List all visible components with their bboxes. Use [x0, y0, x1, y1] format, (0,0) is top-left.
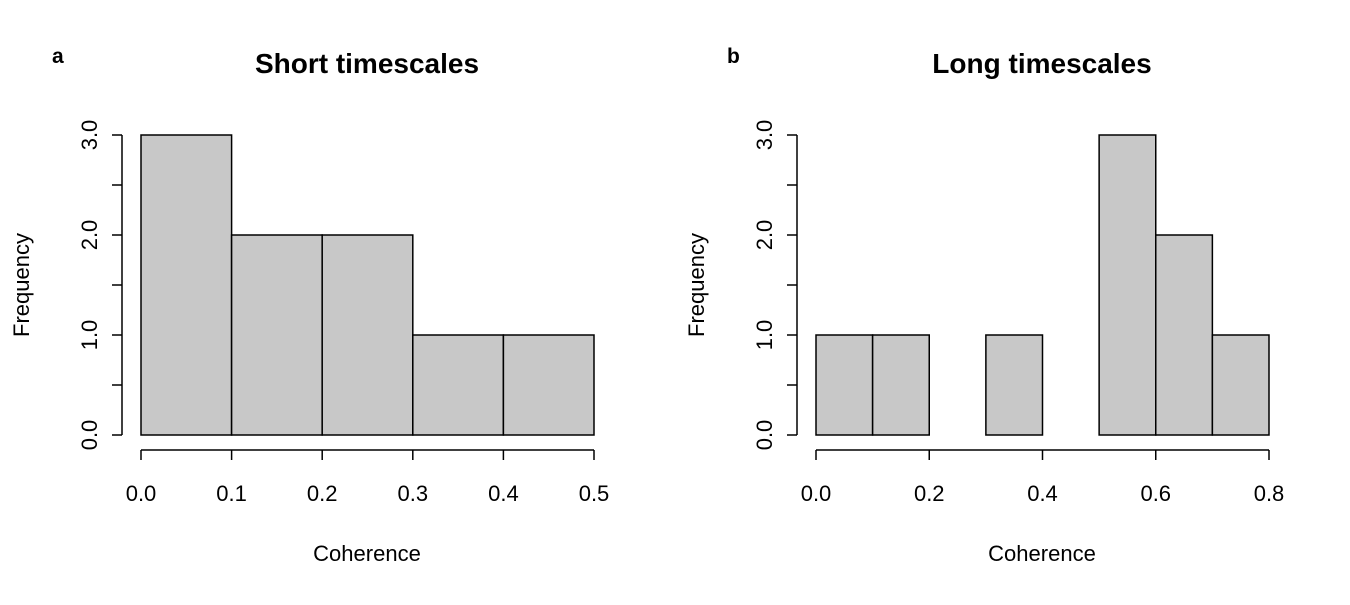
- y-tick-label: 1.0: [752, 320, 777, 351]
- histogram-bar: [140, 134, 233, 436]
- chart-title: Short timescales: [255, 48, 479, 79]
- x-tick-label: 0.2: [914, 481, 945, 506]
- histogram-bar: [1211, 334, 1270, 436]
- y-tick-label: 2.0: [77, 220, 102, 251]
- y-axis-label: Frequency: [684, 233, 709, 337]
- histogram-bar: [1098, 134, 1157, 436]
- panel-letter: b: [727, 45, 740, 68]
- histogram-bar: [412, 334, 505, 436]
- histogram-bar: [985, 334, 1044, 436]
- x-tick-label: 0.4: [488, 481, 519, 506]
- histogram-bar: [230, 234, 323, 436]
- y-tick-label: 2.0: [752, 220, 777, 251]
- y-tick-label: 3.0: [752, 120, 777, 151]
- x-tick-label: 0.5: [579, 481, 610, 506]
- y-tick-label: 0.0: [752, 420, 777, 451]
- x-tick-label: 0.4: [1027, 481, 1058, 506]
- y-tick-label: 0.0: [77, 420, 102, 451]
- x-tick-label: 0.0: [126, 481, 157, 506]
- histogram-bar: [321, 234, 414, 436]
- panel-letter: a: [52, 45, 64, 68]
- panel-b-long-timescales: b Long timescales Frequency Coherence 0.…: [684, 45, 1284, 566]
- y-axis-label: Frequency: [9, 233, 34, 337]
- x-tick-label: 0.1: [216, 481, 247, 506]
- x-axis-label: Coherence: [313, 541, 421, 566]
- x-tick-label: 0.2: [307, 481, 338, 506]
- x-tick-label: 0.0: [801, 481, 832, 506]
- x-tick-label: 0.6: [1140, 481, 1171, 506]
- x-tick-label: 0.3: [398, 481, 429, 506]
- y-tick-label: 3.0: [77, 120, 102, 151]
- histogram-bar: [815, 334, 874, 436]
- chart-title: Long timescales: [932, 48, 1151, 79]
- histogram-bar: [871, 334, 930, 436]
- histogram-bar: [1155, 234, 1214, 436]
- x-tick-label: 0.8: [1254, 481, 1285, 506]
- y-tick-label: 1.0: [77, 320, 102, 351]
- x-axis-label: Coherence: [988, 541, 1096, 566]
- panel-a-short-timescales: a Short timescales Frequency Coherence 0…: [9, 45, 609, 566]
- histogram-bar: [502, 334, 595, 436]
